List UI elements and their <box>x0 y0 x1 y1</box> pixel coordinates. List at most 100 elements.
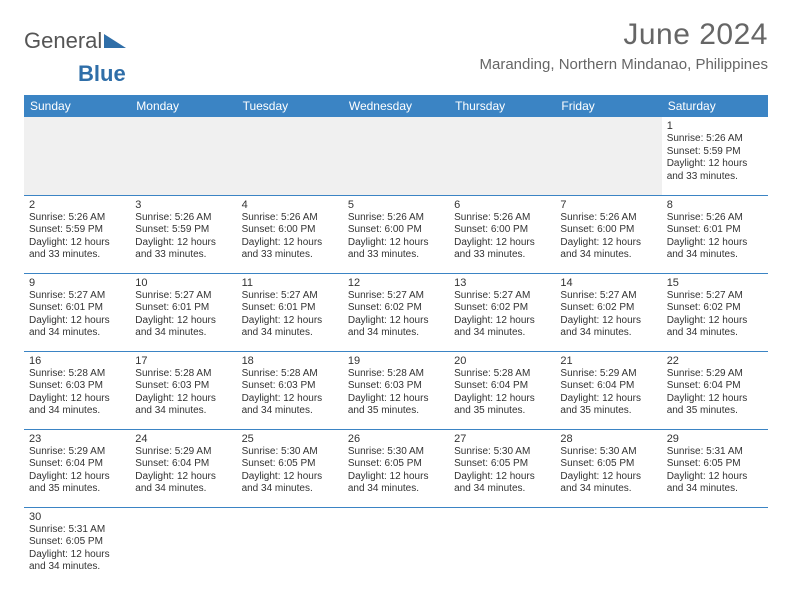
day-number: 15 <box>667 277 763 289</box>
calendar-day-cell: 2Sunrise: 5:26 AMSunset: 5:59 PMDaylight… <box>24 195 130 273</box>
day-info-line: and 34 minutes. <box>242 327 338 340</box>
day-info-line: Sunset: 6:00 PM <box>560 224 656 237</box>
calendar-table: SundayMondayTuesdayWednesdayThursdayFrid… <box>24 95 768 585</box>
day-number: 21 <box>560 355 656 367</box>
day-info-line: Sunrise: 5:27 AM <box>454 290 550 303</box>
day-info-line: Sunrise: 5:26 AM <box>29 212 125 225</box>
day-info-line: Daylight: 12 hours <box>348 393 444 406</box>
day-info-line: and 33 minutes. <box>242 249 338 262</box>
day-number: 16 <box>29 355 125 367</box>
day-info-line: Sunrise: 5:29 AM <box>560 368 656 381</box>
day-info-line: and 34 minutes. <box>348 483 444 496</box>
calendar-day-cell: 13Sunrise: 5:27 AMSunset: 6:02 PMDayligh… <box>449 273 555 351</box>
calendar-week-row: 9Sunrise: 5:27 AMSunset: 6:01 PMDaylight… <box>24 273 768 351</box>
day-number: 13 <box>454 277 550 289</box>
day-info-line: Sunset: 6:03 PM <box>29 380 125 393</box>
day-info-line: Sunrise: 5:28 AM <box>454 368 550 381</box>
day-info-line: Daylight: 12 hours <box>454 237 550 250</box>
day-info-line: and 33 minutes. <box>29 249 125 262</box>
calendar-day-cell <box>24 117 130 195</box>
day-number: 7 <box>560 199 656 211</box>
calendar-week-row: 1Sunrise: 5:26 AMSunset: 5:59 PMDaylight… <box>24 117 768 195</box>
day-info-line: Daylight: 12 hours <box>560 237 656 250</box>
day-info-line: Daylight: 12 hours <box>135 471 231 484</box>
day-info-line: and 34 minutes. <box>454 483 550 496</box>
day-info-line: Sunset: 6:05 PM <box>242 458 338 471</box>
day-info-line: Sunset: 6:04 PM <box>135 458 231 471</box>
calendar-day-cell: 22Sunrise: 5:29 AMSunset: 6:04 PMDayligh… <box>662 351 768 429</box>
day-info-line: Sunset: 6:04 PM <box>560 380 656 393</box>
day-number: 25 <box>242 433 338 445</box>
day-info-line: and 34 minutes. <box>242 483 338 496</box>
day-number: 19 <box>348 355 444 367</box>
day-info-line: and 34 minutes. <box>667 249 763 262</box>
day-info-line: Sunset: 6:01 PM <box>29 302 125 315</box>
day-info-line: Sunrise: 5:26 AM <box>348 212 444 225</box>
calendar-day-cell: 1Sunrise: 5:26 AMSunset: 5:59 PMDaylight… <box>662 117 768 195</box>
day-info-line: and 34 minutes. <box>667 483 763 496</box>
day-info-line: Daylight: 12 hours <box>667 237 763 250</box>
calendar-day-cell: 12Sunrise: 5:27 AMSunset: 6:02 PMDayligh… <box>343 273 449 351</box>
day-info-line: Sunset: 6:03 PM <box>135 380 231 393</box>
day-number: 1 <box>667 120 763 132</box>
calendar-day-cell: 11Sunrise: 5:27 AMSunset: 6:01 PMDayligh… <box>237 273 343 351</box>
day-info-line: Sunrise: 5:27 AM <box>560 290 656 303</box>
day-info-line: Sunrise: 5:27 AM <box>348 290 444 303</box>
calendar-day-cell <box>130 117 236 195</box>
day-info-line: Sunset: 6:03 PM <box>348 380 444 393</box>
day-number: 27 <box>454 433 550 445</box>
logo-text-blue: Blue <box>78 61 126 86</box>
weekday-header: Tuesday <box>237 95 343 117</box>
day-info-line: Daylight: 12 hours <box>242 393 338 406</box>
day-number: 20 <box>454 355 550 367</box>
calendar-day-cell: 24Sunrise: 5:29 AMSunset: 6:04 PMDayligh… <box>130 429 236 507</box>
day-info-line: and 33 minutes. <box>667 171 763 184</box>
day-info-line: Sunrise: 5:27 AM <box>242 290 338 303</box>
calendar-day-cell <box>343 507 449 585</box>
day-info-line: and 35 minutes. <box>29 483 125 496</box>
day-info-line: Sunset: 6:01 PM <box>242 302 338 315</box>
calendar-day-cell: 10Sunrise: 5:27 AMSunset: 6:01 PMDayligh… <box>130 273 236 351</box>
day-info-line: Sunrise: 5:26 AM <box>560 212 656 225</box>
day-number: 10 <box>135 277 231 289</box>
day-number: 30 <box>29 511 125 523</box>
day-info-line: Daylight: 12 hours <box>348 471 444 484</box>
day-info-line: Sunrise: 5:28 AM <box>242 368 338 381</box>
day-info-line: and 34 minutes. <box>242 405 338 418</box>
day-info-line: Daylight: 12 hours <box>135 393 231 406</box>
day-info-line: and 34 minutes. <box>29 405 125 418</box>
day-info-line: Sunset: 6:04 PM <box>454 380 550 393</box>
day-info-line: Daylight: 12 hours <box>667 158 763 171</box>
day-info-line: Sunrise: 5:28 AM <box>29 368 125 381</box>
calendar-day-cell <box>662 507 768 585</box>
day-info-line: Sunset: 6:03 PM <box>242 380 338 393</box>
weekday-header: Friday <box>555 95 661 117</box>
day-info-line: and 34 minutes. <box>135 405 231 418</box>
day-number: 29 <box>667 433 763 445</box>
calendar-day-cell <box>130 507 236 585</box>
day-info-line: Sunrise: 5:29 AM <box>667 368 763 381</box>
day-number: 11 <box>242 277 338 289</box>
day-info-line: Daylight: 12 hours <box>242 237 338 250</box>
calendar-day-cell <box>449 507 555 585</box>
calendar-day-cell: 28Sunrise: 5:30 AMSunset: 6:05 PMDayligh… <box>555 429 661 507</box>
day-info-line: Daylight: 12 hours <box>454 315 550 328</box>
day-info-line: Daylight: 12 hours <box>667 315 763 328</box>
day-info-line: Daylight: 12 hours <box>348 237 444 250</box>
day-info-line: Daylight: 12 hours <box>454 471 550 484</box>
weekday-header: Saturday <box>662 95 768 117</box>
day-info-line: Sunset: 6:05 PM <box>348 458 444 471</box>
calendar-day-cell: 9Sunrise: 5:27 AMSunset: 6:01 PMDaylight… <box>24 273 130 351</box>
day-info-line: Daylight: 12 hours <box>29 237 125 250</box>
weekday-header: Wednesday <box>343 95 449 117</box>
day-number: 4 <box>242 199 338 211</box>
day-number: 18 <box>242 355 338 367</box>
weekday-header: Sunday <box>24 95 130 117</box>
logo: General <box>24 28 126 54</box>
day-info-line: Sunrise: 5:30 AM <box>560 446 656 459</box>
day-number: 6 <box>454 199 550 211</box>
day-info-line: Sunrise: 5:26 AM <box>135 212 231 225</box>
day-info-line: Sunset: 6:05 PM <box>667 458 763 471</box>
day-info-line: Sunset: 6:01 PM <box>667 224 763 237</box>
location-text: Maranding, Northern Mindanao, Philippine… <box>479 56 768 73</box>
